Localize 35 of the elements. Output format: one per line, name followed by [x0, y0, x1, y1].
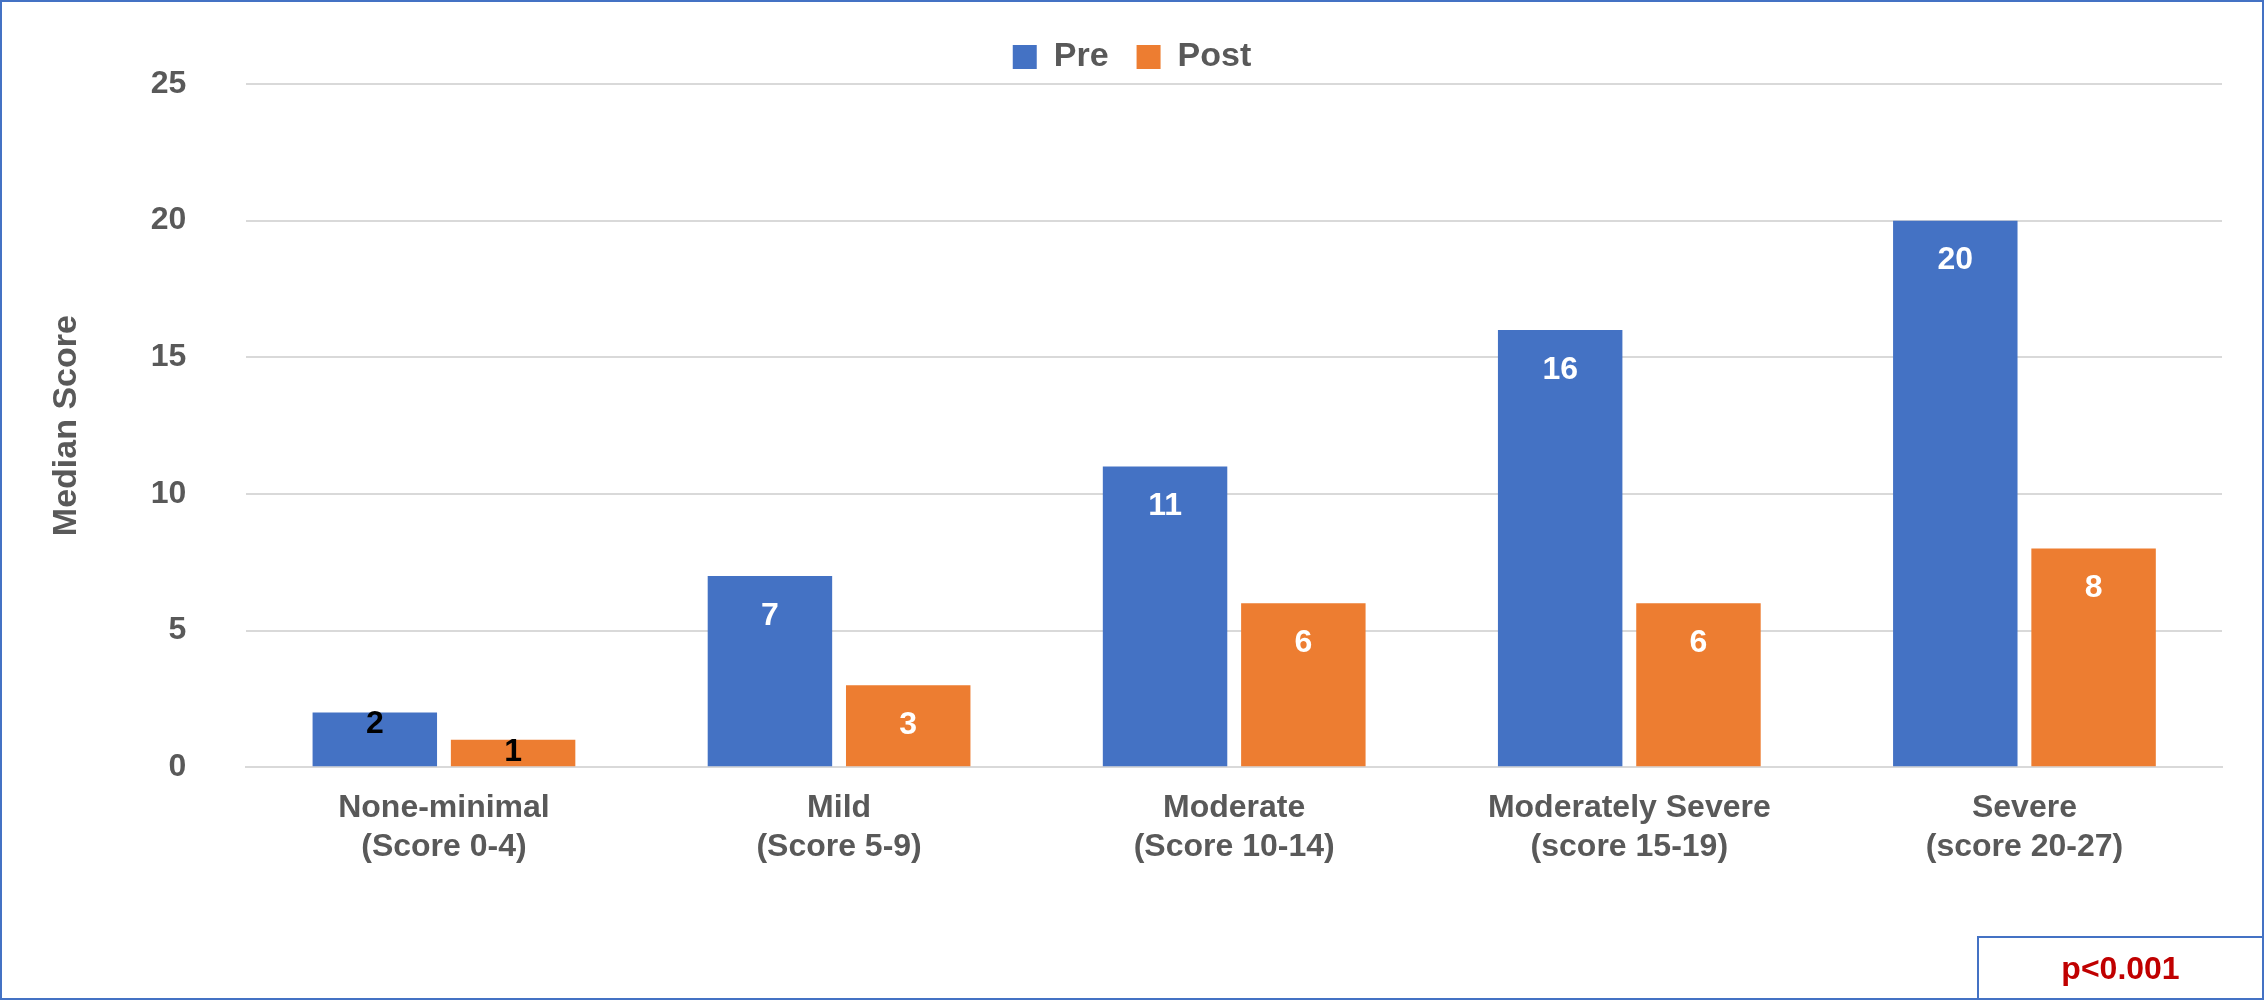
bar	[845, 685, 971, 767]
y-tick-label: 15	[150, 337, 187, 374]
data-label: 7	[761, 595, 779, 632]
data-label: 6	[1294, 623, 1313, 660]
x-tick-label: Moderately Severe (score 15-19)	[1487, 788, 1771, 863]
bar	[312, 712, 438, 767]
bar	[1241, 603, 1366, 767]
y-tick-label: 10	[150, 473, 187, 510]
text: p<0.001	[1977, 936, 2262, 998]
data-label: 20	[1937, 240, 1974, 277]
y-axis-title: Median Score	[44, 315, 83, 537]
y-tick-label: 25	[150, 63, 187, 100]
data-label: 11	[1148, 486, 1182, 523]
y-tick-label: 0	[168, 747, 187, 784]
data-label: 3	[899, 705, 918, 742]
x-tick-label: None-minimal (Score 0-4)	[338, 788, 550, 863]
bar	[450, 739, 576, 767]
bar	[707, 575, 833, 767]
bar	[1893, 220, 2018, 767]
y-tick-label: 20	[150, 200, 187, 237]
legend-label: Pre	[1053, 35, 1109, 74]
data-label: 2	[365, 704, 384, 741]
x-tick-label: Severe (score 20-27)	[1925, 788, 2124, 863]
data-label: 6	[1689, 623, 1708, 660]
x-tick-label: Mild (Score 5-9)	[756, 788, 922, 863]
bar	[1636, 603, 1761, 767]
legend-label: Post	[1177, 35, 1252, 74]
bar	[1497, 329, 1623, 767]
data-label: 1	[504, 731, 522, 768]
y-tick-label: 5	[168, 610, 187, 647]
x-tick-label: Moderate (Score 10-14)	[1133, 788, 1335, 863]
data-label: 8	[2084, 568, 2103, 605]
bar	[1102, 466, 1228, 767]
data-label: 16	[1542, 349, 1578, 386]
bar	[2031, 548, 2156, 767]
